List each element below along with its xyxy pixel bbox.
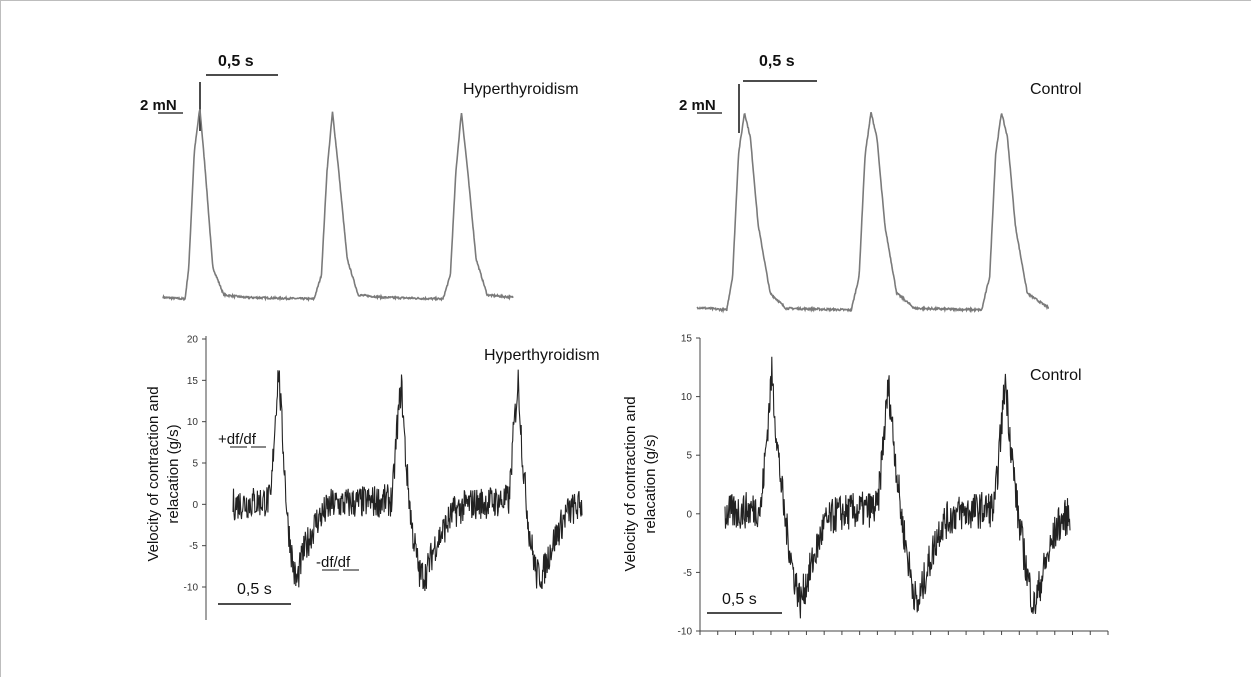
force-c-force-scale-label: 2 mN [679, 97, 716, 114]
vel-h-ytick-label: 10 [187, 417, 199, 428]
velocity-hyperthyroidism-panel: 20 15 10 5 0 -5 -10 Velocity of contraction an… [145, 335, 600, 620]
vel-h-ylabel-line1: Velocity of contraction and [145, 386, 162, 561]
vel-c-y-ticks: 15 10 5 0 -5 -10 [678, 334, 700, 638]
vel-h-negative-annotation: -df/df [316, 554, 351, 571]
vel-c-ylabel-line1: Velocity of contraction and [622, 396, 639, 571]
vel-c-ylabel-line2: relacation (g/s) [642, 434, 659, 533]
vel-h-ytick-label: -10 [184, 583, 199, 594]
force-c-title: Control [1030, 81, 1082, 98]
force-c-time-scale-label: 0,5 s [759, 53, 795, 70]
vel-c-x-ticks [699, 631, 1109, 635]
vel-h-ytick-label: 15 [187, 376, 199, 387]
vel-c-title: Control [1030, 367, 1082, 384]
vel-c-ytick-label: 15 [681, 334, 693, 345]
force-h-force-scale-label: 2 mN [140, 97, 177, 114]
force-h-title: Hyperthyroidism [463, 81, 579, 98]
vel-c-ytick-label: -10 [678, 627, 693, 638]
vel-h-ytick-label: 0 [192, 500, 198, 511]
vel-h-trace-line [232, 369, 583, 592]
vel-c-ytick-label: -5 [683, 568, 692, 579]
vel-h-ytick-label: -5 [189, 541, 198, 552]
force-control-panel: 0,5 s 2 mN Control [679, 53, 1082, 314]
force-hyperthyroidism-panel: 0,5 s 2 mN Hyperthyroidism [140, 53, 579, 302]
force-h-time-scale-label: 0,5 s [218, 53, 254, 70]
force-h-trace-line [162, 109, 514, 302]
vel-h-ylabel-line2: relacation (g/s) [165, 424, 182, 523]
vel-h-positive-annotation: +df/df [218, 431, 257, 448]
vel-c-time-scale-label: 0,5 s [722, 591, 757, 608]
vel-c-ytick-label: 10 [681, 392, 693, 403]
vel-h-time-scale-label: 0,5 s [237, 581, 272, 598]
vel-h-ytick-label: 20 [187, 335, 199, 346]
vel-h-title: Hyperthyroidism [484, 347, 600, 364]
vel-c-trace-line [724, 356, 1071, 619]
vel-h-ytick-label: 5 [192, 459, 198, 470]
force-c-trace-line [696, 111, 1049, 314]
vel-c-ytick-label: 0 [686, 509, 692, 520]
vel-c-ytick-label: 5 [686, 451, 692, 462]
vel-h-y-ticks: 20 15 10 5 0 -5 -10 [184, 335, 206, 594]
